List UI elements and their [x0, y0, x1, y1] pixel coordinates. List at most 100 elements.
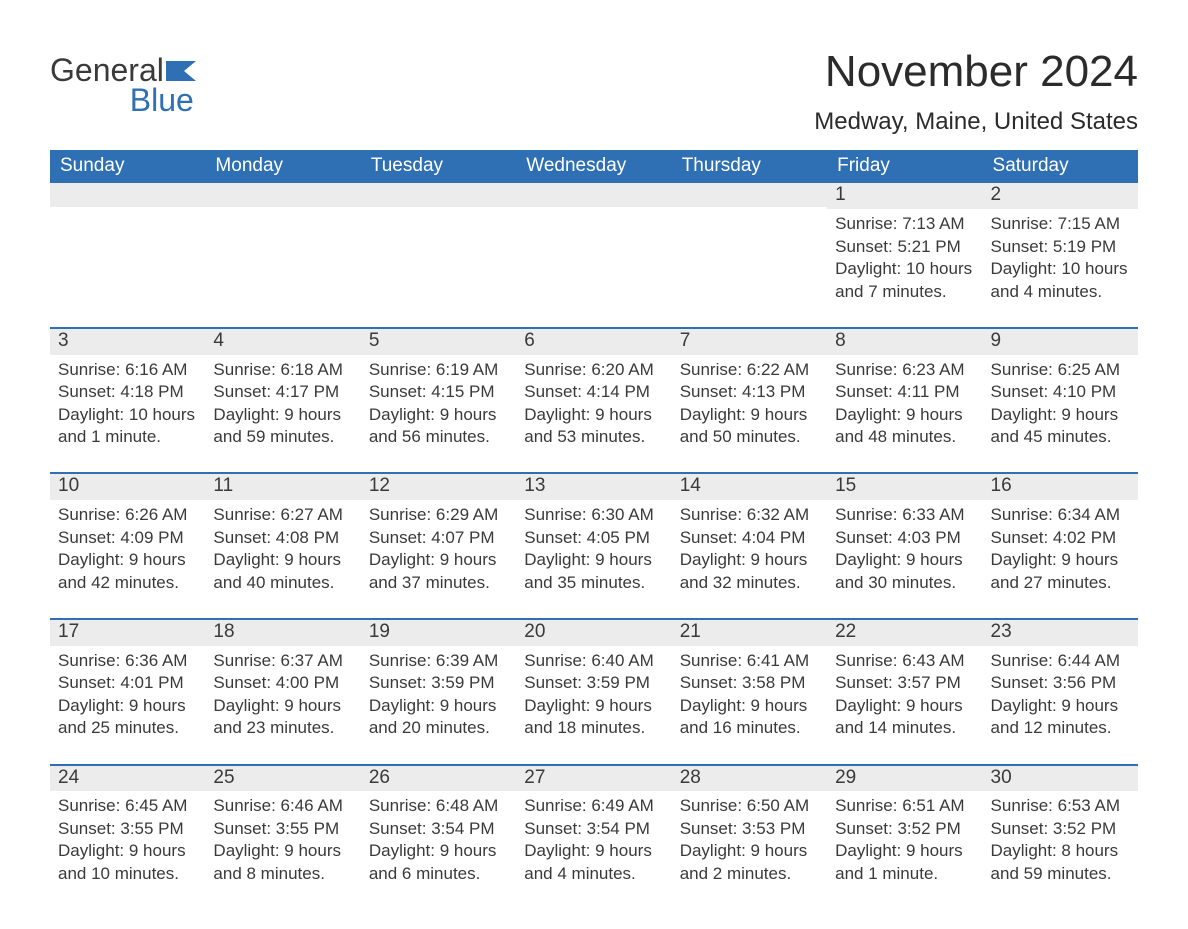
day-cell [516, 183, 671, 307]
week-row: 3Sunrise: 6:16 AMSunset: 4:18 PMDaylight… [50, 327, 1138, 453]
day-cell: 15Sunrise: 6:33 AMSunset: 4:03 PMDayligh… [827, 474, 982, 598]
day-cell: 9Sunrise: 6:25 AMSunset: 4:10 PMDaylight… [983, 329, 1138, 453]
day-number: 30 [983, 766, 1138, 792]
day-body: Sunrise: 6:26 AMSunset: 4:09 PMDaylight:… [50, 500, 205, 594]
day-cell: 18Sunrise: 6:37 AMSunset: 4:00 PMDayligh… [205, 620, 360, 744]
day-cell: 5Sunrise: 6:19 AMSunset: 4:15 PMDaylight… [361, 329, 516, 453]
sunrise-text: Sunrise: 6:34 AM [991, 504, 1130, 526]
day-cell: 21Sunrise: 6:41 AMSunset: 3:58 PMDayligh… [672, 620, 827, 744]
daylight-text: Daylight: 8 hours and 59 minutes. [991, 840, 1130, 885]
day-number: 11 [205, 474, 360, 500]
day-body: Sunrise: 6:41 AMSunset: 3:58 PMDaylight:… [672, 646, 827, 740]
day-number [205, 183, 360, 207]
day-cell: 16Sunrise: 6:34 AMSunset: 4:02 PMDayligh… [983, 474, 1138, 598]
dow-row: Sunday Monday Tuesday Wednesday Thursday… [50, 150, 1138, 183]
day-body: Sunrise: 6:49 AMSunset: 3:54 PMDaylight:… [516, 791, 671, 885]
day-body: Sunrise: 6:36 AMSunset: 4:01 PMDaylight:… [50, 646, 205, 740]
day-number: 23 [983, 620, 1138, 646]
logo-text: General Blue [50, 54, 196, 116]
daylight-text: Daylight: 9 hours and 20 minutes. [369, 695, 508, 740]
location: Medway, Maine, United States [814, 108, 1138, 136]
day-cell: 12Sunrise: 6:29 AMSunset: 4:07 PMDayligh… [361, 474, 516, 598]
daylight-text: Daylight: 9 hours and 23 minutes. [213, 695, 352, 740]
day-cell: 8Sunrise: 6:23 AMSunset: 4:11 PMDaylight… [827, 329, 982, 453]
sunset-text: Sunset: 4:01 PM [58, 672, 197, 694]
sunrise-text: Sunrise: 6:33 AM [835, 504, 974, 526]
day-cell: 11Sunrise: 6:27 AMSunset: 4:08 PMDayligh… [205, 474, 360, 598]
day-cell: 22Sunrise: 6:43 AMSunset: 3:57 PMDayligh… [827, 620, 982, 744]
daylight-text: Daylight: 9 hours and 30 minutes. [835, 549, 974, 594]
day-cell: 17Sunrise: 6:36 AMSunset: 4:01 PMDayligh… [50, 620, 205, 744]
daylight-text: Daylight: 9 hours and 59 minutes. [213, 404, 352, 449]
day-number: 12 [361, 474, 516, 500]
daylight-text: Daylight: 9 hours and 32 minutes. [680, 549, 819, 594]
sunset-text: Sunset: 4:10 PM [991, 381, 1130, 403]
weeks-container: 1Sunrise: 7:13 AMSunset: 5:21 PMDaylight… [50, 183, 1138, 889]
day-number [50, 183, 205, 207]
sunset-text: Sunset: 3:53 PM [680, 818, 819, 840]
sunrise-text: Sunrise: 6:32 AM [680, 504, 819, 526]
sunset-text: Sunset: 3:52 PM [835, 818, 974, 840]
sunset-text: Sunset: 4:00 PM [213, 672, 352, 694]
day-number [672, 183, 827, 207]
sunset-text: Sunset: 3:59 PM [369, 672, 508, 694]
day-body: Sunrise: 6:48 AMSunset: 3:54 PMDaylight:… [361, 791, 516, 885]
sunrise-text: Sunrise: 6:51 AM [835, 795, 974, 817]
day-number: 9 [983, 329, 1138, 355]
sunrise-text: Sunrise: 6:22 AM [680, 359, 819, 381]
sunrise-text: Sunrise: 6:16 AM [58, 359, 197, 381]
day-body: Sunrise: 6:22 AMSunset: 4:13 PMDaylight:… [672, 355, 827, 449]
day-number: 27 [516, 766, 671, 792]
dow-tue: Tuesday [361, 150, 516, 183]
day-cell: 26Sunrise: 6:48 AMSunset: 3:54 PMDayligh… [361, 766, 516, 890]
day-number [361, 183, 516, 207]
sunrise-text: Sunrise: 6:53 AM [991, 795, 1130, 817]
day-body: Sunrise: 6:16 AMSunset: 4:18 PMDaylight:… [50, 355, 205, 449]
daylight-text: Daylight: 10 hours and 1 minute. [58, 404, 197, 449]
sunrise-text: Sunrise: 6:39 AM [369, 650, 508, 672]
sunrise-text: Sunrise: 6:37 AM [213, 650, 352, 672]
sunset-text: Sunset: 3:55 PM [213, 818, 352, 840]
day-cell: 20Sunrise: 6:40 AMSunset: 3:59 PMDayligh… [516, 620, 671, 744]
day-body: Sunrise: 6:19 AMSunset: 4:15 PMDaylight:… [361, 355, 516, 449]
sunset-text: Sunset: 3:52 PM [991, 818, 1130, 840]
day-number: 21 [672, 620, 827, 646]
day-cell: 25Sunrise: 6:46 AMSunset: 3:55 PMDayligh… [205, 766, 360, 890]
day-body: Sunrise: 6:45 AMSunset: 3:55 PMDaylight:… [50, 791, 205, 885]
day-number: 29 [827, 766, 982, 792]
sunset-text: Sunset: 3:56 PM [991, 672, 1130, 694]
daylight-text: Daylight: 9 hours and 27 minutes. [991, 549, 1130, 594]
week-row: 1Sunrise: 7:13 AMSunset: 5:21 PMDaylight… [50, 183, 1138, 307]
sunset-text: Sunset: 4:11 PM [835, 381, 974, 403]
daylight-text: Daylight: 9 hours and 6 minutes. [369, 840, 508, 885]
sunset-text: Sunset: 4:04 PM [680, 527, 819, 549]
sunset-text: Sunset: 4:14 PM [524, 381, 663, 403]
day-body: Sunrise: 6:51 AMSunset: 3:52 PMDaylight:… [827, 791, 982, 885]
day-cell: 7Sunrise: 6:22 AMSunset: 4:13 PMDaylight… [672, 329, 827, 453]
dow-sun: Sunday [50, 150, 205, 183]
daylight-text: Daylight: 9 hours and 12 minutes. [991, 695, 1130, 740]
day-cell: 29Sunrise: 6:51 AMSunset: 3:52 PMDayligh… [827, 766, 982, 890]
day-body: Sunrise: 6:46 AMSunset: 3:55 PMDaylight:… [205, 791, 360, 885]
day-number: 6 [516, 329, 671, 355]
sunset-text: Sunset: 3:54 PM [524, 818, 663, 840]
day-body: Sunrise: 6:27 AMSunset: 4:08 PMDaylight:… [205, 500, 360, 594]
calendar-page: General Blue November 2024 Medway, Maine… [0, 0, 1188, 929]
day-cell: 13Sunrise: 6:30 AMSunset: 4:05 PMDayligh… [516, 474, 671, 598]
sunrise-text: Sunrise: 6:41 AM [680, 650, 819, 672]
sunrise-text: Sunrise: 6:30 AM [524, 504, 663, 526]
sunrise-text: Sunrise: 6:20 AM [524, 359, 663, 381]
daylight-text: Daylight: 9 hours and 8 minutes. [213, 840, 352, 885]
daylight-text: Daylight: 9 hours and 4 minutes. [524, 840, 663, 885]
day-number: 16 [983, 474, 1138, 500]
sunrise-text: Sunrise: 6:43 AM [835, 650, 974, 672]
day-number: 17 [50, 620, 205, 646]
sunset-text: Sunset: 4:05 PM [524, 527, 663, 549]
day-number: 13 [516, 474, 671, 500]
daylight-text: Daylight: 9 hours and 53 minutes. [524, 404, 663, 449]
sunset-text: Sunset: 4:17 PM [213, 381, 352, 403]
week-row: 24Sunrise: 6:45 AMSunset: 3:55 PMDayligh… [50, 764, 1138, 890]
day-body: Sunrise: 6:40 AMSunset: 3:59 PMDaylight:… [516, 646, 671, 740]
daylight-text: Daylight: 9 hours and 16 minutes. [680, 695, 819, 740]
day-number: 28 [672, 766, 827, 792]
